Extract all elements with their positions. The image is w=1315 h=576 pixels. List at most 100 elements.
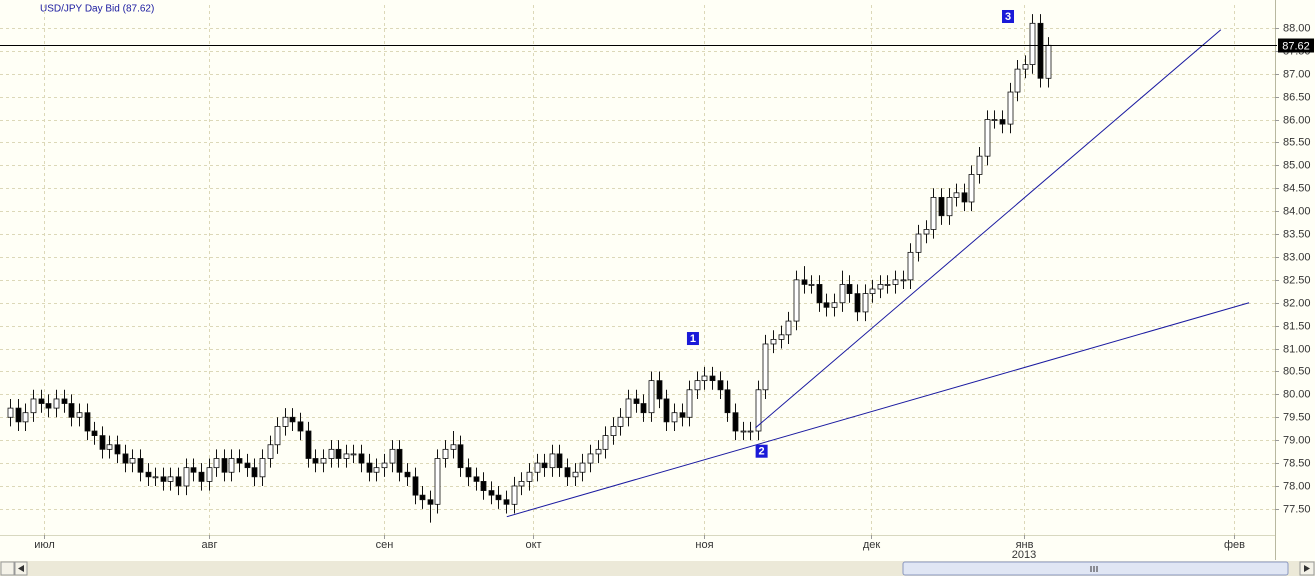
y-tick-label: 78.00 [1283, 480, 1311, 492]
candle-body [282, 416, 289, 427]
candle-body [22, 412, 29, 423]
candle [419, 485, 426, 509]
candle-body [412, 476, 419, 496]
candle [816, 275, 823, 312]
candle-body [267, 444, 274, 459]
candle-body [305, 430, 312, 459]
candle-body [923, 229, 930, 235]
candle [244, 453, 251, 477]
candle-body [160, 476, 167, 482]
candle-body [274, 426, 281, 446]
candle [526, 463, 533, 491]
candle-body [854, 293, 861, 313]
scroll-thumb[interactable] [902, 561, 1289, 576]
scroll-button[interactable] [0, 561, 15, 576]
candle-body [488, 490, 495, 496]
candle-body [434, 458, 441, 505]
candle [938, 188, 945, 225]
candle-body [76, 412, 83, 418]
candle [846, 275, 853, 303]
candle-body [38, 398, 45, 404]
candle-body [778, 334, 785, 340]
last-price-label: 87.62 [1282, 40, 1310, 52]
candle [671, 403, 678, 432]
candle [434, 449, 441, 514]
candle-body [289, 416, 296, 423]
candle-body [961, 192, 968, 203]
candle-body [30, 398, 37, 414]
candle-body [419, 494, 426, 501]
arrow-icon [18, 565, 24, 572]
candle [976, 147, 983, 184]
candle-body [1045, 44, 1052, 79]
candle [91, 421, 98, 445]
x-tick-label: авг [202, 539, 218, 551]
candle-body [770, 338, 777, 345]
y-tick-label: 82.50 [1283, 274, 1311, 286]
candle-body [137, 458, 144, 473]
candle [518, 472, 525, 496]
candle-body [686, 389, 693, 418]
candle-body [1022, 64, 1029, 70]
y-tick-label: 80.00 [1283, 388, 1311, 400]
candle-body [68, 403, 75, 418]
trend-line [506, 302, 1250, 518]
x-tick-label: ноя [695, 539, 713, 551]
candle-body [84, 412, 91, 432]
candle [61, 389, 68, 413]
year-label: 2013 [1012, 549, 1036, 561]
y-tick-label: 88.00 [1283, 22, 1311, 34]
candle-body [190, 467, 197, 473]
candle-body [152, 476, 159, 479]
candle [572, 463, 579, 486]
candle-body [389, 448, 396, 464]
candle-body [984, 119, 991, 157]
annotation-box [1002, 9, 1015, 23]
candle [915, 224, 922, 262]
candle [625, 389, 632, 427]
candle [251, 458, 258, 486]
chart-title: USD/JPY Day Bid (87.62) [40, 4, 154, 15]
candle-body [762, 343, 769, 391]
candle [778, 325, 785, 349]
candle-body [320, 458, 327, 464]
candle-body [328, 448, 335, 459]
candle [884, 275, 891, 294]
candle [1014, 59, 1021, 102]
candle [602, 426, 609, 459]
candle-body [816, 284, 823, 304]
candle-body [534, 462, 541, 473]
candle-body [740, 430, 747, 433]
candle-body [503, 499, 510, 505]
y-tick-label: 77.50 [1283, 503, 1311, 515]
y-tick-label: 79.50 [1283, 411, 1311, 423]
candle [541, 453, 548, 477]
candle-body [183, 467, 190, 487]
scrollbar[interactable] [0, 561, 1315, 576]
candle [1037, 14, 1044, 88]
candle-body [1037, 22, 1044, 79]
candle [1022, 55, 1029, 79]
candle [747, 421, 754, 441]
candle-body [366, 462, 373, 473]
candle [717, 371, 724, 399]
candle [595, 440, 602, 464]
candle [617, 408, 624, 436]
candle [785, 311, 792, 344]
candle [267, 435, 274, 468]
candle-body [297, 421, 304, 432]
candle [198, 463, 205, 491]
candle-body [312, 458, 319, 464]
candle-body [694, 380, 701, 391]
candle [755, 380, 762, 441]
candle-body [617, 416, 624, 427]
candle-body [579, 462, 586, 473]
candle [99, 426, 106, 459]
candle [534, 453, 541, 482]
candle-body [663, 398, 670, 423]
candle-body [358, 453, 365, 464]
candle-body [801, 279, 808, 285]
y-tick-label: 85.50 [1283, 136, 1311, 148]
candle-body [808, 284, 815, 286]
